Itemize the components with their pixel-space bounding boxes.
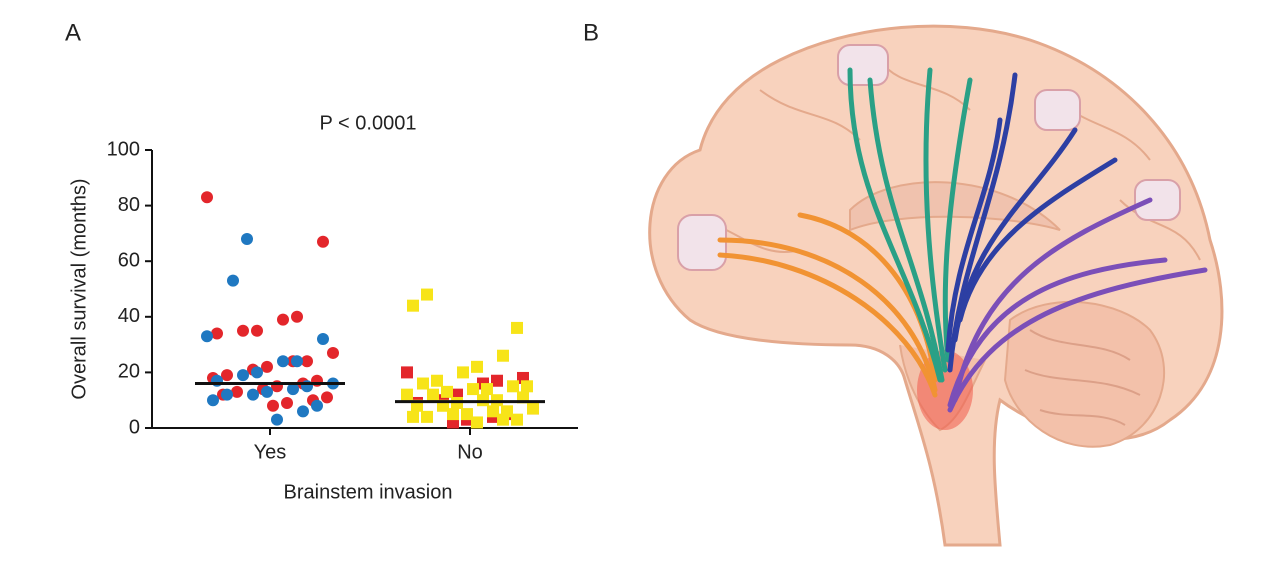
data-point xyxy=(467,383,479,396)
data-point xyxy=(211,327,223,340)
data-point xyxy=(471,416,483,429)
data-point xyxy=(427,388,439,401)
data-point xyxy=(287,383,299,396)
data-point xyxy=(261,385,273,398)
data-point xyxy=(471,360,483,373)
data-point xyxy=(327,346,339,359)
data-point xyxy=(241,232,253,245)
data-point xyxy=(441,385,453,398)
data-point xyxy=(227,274,239,287)
brain-illustration xyxy=(648,24,1224,547)
chart-title: P < 0.0001 xyxy=(320,112,417,134)
data-point xyxy=(317,235,329,248)
data-point xyxy=(221,369,233,382)
data-point xyxy=(461,408,473,421)
data-point xyxy=(407,299,419,312)
data-point xyxy=(487,405,499,418)
data-point xyxy=(251,324,263,337)
data-point xyxy=(237,369,249,382)
y-tick-label: 40 xyxy=(118,305,140,327)
data-point xyxy=(317,333,329,346)
data-point xyxy=(237,324,249,337)
data-point xyxy=(297,405,309,418)
y-tick-label: 60 xyxy=(118,249,140,271)
x-axis-label: Brainstem invasion xyxy=(284,481,453,503)
panel-label: A xyxy=(65,19,81,46)
y-tick-label: 0 xyxy=(129,416,140,438)
data-point xyxy=(277,355,289,368)
data-point xyxy=(507,380,519,393)
y-axis-label: Overall survival (months) xyxy=(68,178,90,399)
data-point xyxy=(201,330,213,343)
data-point xyxy=(291,310,303,323)
data-point xyxy=(407,410,419,423)
panel-label: B xyxy=(583,19,599,46)
data-point xyxy=(281,396,293,409)
data-point xyxy=(301,355,313,368)
y-tick-label: 80 xyxy=(118,194,140,216)
data-point xyxy=(291,355,303,368)
data-point xyxy=(267,399,279,412)
data-point xyxy=(201,191,213,204)
y-tick-label: 20 xyxy=(118,361,140,383)
plot: 0 20 40 60 80 100 Yes No xyxy=(107,138,578,463)
data-point xyxy=(491,374,503,387)
data-point xyxy=(481,383,493,396)
data-point xyxy=(247,388,259,401)
data-point xyxy=(457,366,469,379)
data-point xyxy=(527,402,539,415)
data-point xyxy=(401,388,413,401)
data-point xyxy=(417,377,429,390)
data-point xyxy=(421,288,433,301)
data-point xyxy=(497,349,509,362)
data-point xyxy=(497,413,509,426)
data-point xyxy=(321,391,333,404)
data-point xyxy=(431,374,443,387)
y-tick-label: 100 xyxy=(107,138,140,160)
data-point xyxy=(311,399,323,412)
data-point xyxy=(511,413,523,426)
data-point xyxy=(521,380,533,393)
data-point xyxy=(251,366,263,379)
data-point xyxy=(277,313,289,326)
data-point xyxy=(221,388,233,401)
data-point xyxy=(261,360,273,373)
data-point xyxy=(231,385,243,398)
x-tick-label: Yes xyxy=(254,441,287,463)
data-point xyxy=(207,394,219,407)
data-point xyxy=(511,321,523,334)
data-point xyxy=(401,366,413,379)
data-point xyxy=(421,410,433,423)
data-point xyxy=(447,408,459,421)
x-tick-label: No xyxy=(457,441,483,463)
data-point xyxy=(271,413,283,426)
